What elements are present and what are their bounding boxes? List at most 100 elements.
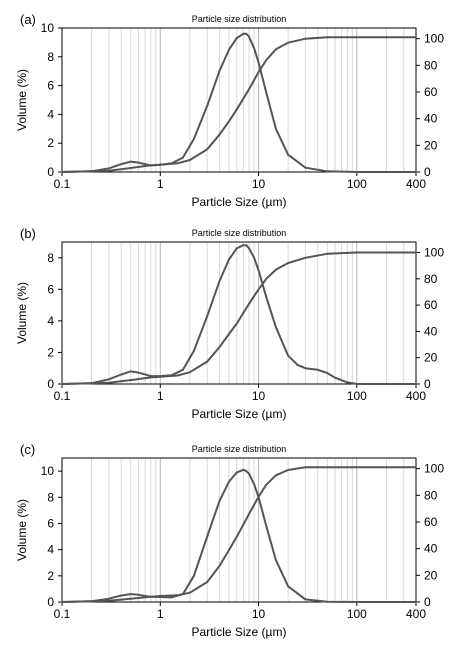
y-tick-label: 6	[47, 516, 54, 530]
data-point	[235, 108, 238, 111]
data-point	[265, 483, 268, 486]
y-tick-label: 0	[47, 165, 54, 179]
data-point	[228, 48, 230, 51]
y-tick-label: 2	[47, 569, 54, 583]
data-point	[137, 593, 140, 596]
data-point	[265, 525, 268, 527]
x-axis-label: Particle Size (µm)	[192, 407, 287, 421]
x-tick-label: 400	[406, 607, 426, 621]
data-point	[287, 585, 289, 588]
data-point	[108, 378, 110, 381]
volume-distribution-line	[61, 32, 416, 173]
data-point	[257, 288, 260, 291]
chart-title: Particle size distribution	[192, 14, 287, 24]
data-point	[206, 148, 209, 151]
y2-tick-label: 100	[424, 246, 444, 260]
data-point	[257, 495, 260, 498]
y2-tick-label: 80	[424, 272, 438, 286]
data-point	[193, 350, 195, 352]
y2-tick-label: 40	[424, 324, 438, 338]
data-point	[228, 333, 230, 335]
data-point	[248, 513, 250, 515]
data-point	[228, 549, 230, 551]
y2-tick-label: 80	[424, 488, 438, 502]
data-point	[304, 466, 307, 469]
y2-tick-label: 40	[424, 112, 438, 126]
data-point	[242, 523, 245, 526]
data-point	[235, 247, 238, 250]
data-point	[326, 466, 329, 469]
data-point	[206, 581, 209, 583]
panel-label: (a)	[20, 12, 36, 27]
data-point	[137, 161, 140, 164]
y-tick-label: 4	[47, 314, 54, 328]
data-point	[159, 595, 162, 597]
data-point	[228, 480, 230, 483]
x-tick-label: 1	[157, 389, 164, 403]
data-point	[235, 535, 238, 538]
data-point	[218, 500, 221, 503]
data-point	[108, 599, 110, 602]
data-point	[242, 468, 245, 471]
data-point	[176, 594, 179, 597]
data-point	[415, 383, 417, 385]
volume-distribution-line	[61, 244, 416, 385]
data-point	[129, 379, 132, 381]
data-point	[61, 171, 63, 173]
data-point	[108, 381, 110, 384]
data-point	[218, 133, 221, 136]
y-tick-label: 2	[47, 345, 54, 359]
data-point	[245, 470, 248, 472]
data-point	[326, 170, 329, 173]
grid-lines	[61, 458, 417, 602]
data-point	[193, 574, 195, 577]
y-axis-label: Volume (%)	[15, 282, 29, 344]
data-point	[415, 466, 417, 469]
cumulative-volume-line	[61, 251, 416, 385]
data-point	[385, 383, 388, 385]
y-tick-label: 4	[47, 543, 54, 557]
data-point	[206, 535, 209, 538]
data-point	[385, 36, 388, 39]
y-tick-label: 0	[47, 595, 54, 609]
data-point	[61, 601, 63, 603]
y2-tick-label: 20	[424, 351, 438, 365]
y2-tick-label: 60	[424, 85, 438, 99]
data-point	[326, 252, 329, 255]
data-point	[228, 258, 230, 261]
data-point	[257, 71, 260, 73]
x-tick-label: 0.1	[54, 607, 71, 621]
data-point	[129, 593, 132, 595]
data-point	[61, 383, 63, 385]
cumulative-volume-line	[61, 466, 416, 603]
grid-lines	[61, 242, 417, 384]
x-tick-label: 100	[347, 389, 367, 403]
grid-lines	[61, 28, 417, 172]
y-tick-label: 4	[47, 107, 54, 121]
y-tick-label: 0	[47, 377, 54, 391]
cumulative-volume-line	[61, 36, 416, 173]
data-point	[235, 471, 238, 474]
data-point	[242, 97, 245, 100]
data-point	[129, 167, 132, 169]
data-point	[334, 376, 336, 379]
data-point	[326, 372, 329, 374]
y2-tick-label: 20	[424, 138, 438, 152]
y-tick-label: 8	[47, 251, 54, 265]
y-tick-label: 10	[41, 21, 55, 35]
x-axis-label: Particle Size (µm)	[192, 195, 287, 209]
data-point	[129, 160, 132, 163]
data-point	[355, 601, 358, 603]
data-point	[176, 162, 179, 165]
data-point	[253, 47, 256, 50]
y-axis-label: Volume (%)	[15, 499, 29, 561]
data-point	[218, 70, 221, 73]
data-point	[355, 171, 358, 173]
x-tick-label: 0.1	[54, 389, 71, 403]
data-point	[265, 91, 268, 94]
x-tick-label: 1	[157, 607, 164, 621]
data-point	[248, 88, 250, 91]
data-point	[275, 474, 277, 477]
